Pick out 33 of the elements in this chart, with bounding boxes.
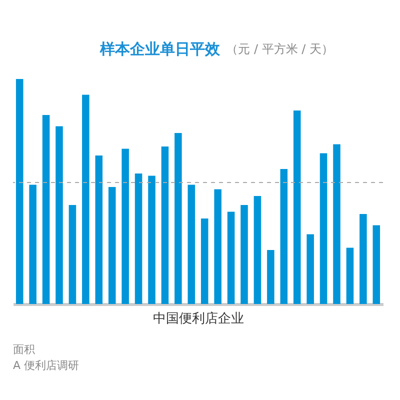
bar (372, 225, 380, 304)
bar (95, 156, 103, 304)
bar (56, 126, 63, 304)
bar (68, 205, 76, 304)
bar (293, 110, 301, 304)
bar (254, 196, 262, 304)
bar (82, 94, 90, 304)
bar (280, 169, 288, 304)
bar (214, 189, 222, 304)
text: 面积 (13, 343, 35, 356)
bar (134, 174, 142, 304)
bar (360, 214, 367, 304)
bar (122, 148, 129, 304)
bar (42, 115, 50, 304)
bar (320, 153, 328, 304)
chart-title: 样本企业单日平效 (99, 40, 222, 58)
bar (227, 212, 235, 304)
bar (267, 250, 274, 304)
bar (16, 79, 24, 304)
bar (29, 184, 36, 304)
bar (188, 184, 196, 304)
x-axis-title: 中国便利店企业 (153, 310, 244, 326)
bar (200, 218, 208, 304)
chart-subtitle: （元 / 平方米 / 天） (226, 42, 334, 56)
bar (240, 205, 248, 304)
bar (306, 234, 314, 304)
bar (148, 176, 156, 304)
text: A 便利店调研 (13, 359, 80, 372)
bar (108, 187, 116, 304)
bar (161, 146, 169, 304)
bar (174, 133, 182, 304)
bar (333, 144, 340, 304)
bar (346, 248, 354, 304)
